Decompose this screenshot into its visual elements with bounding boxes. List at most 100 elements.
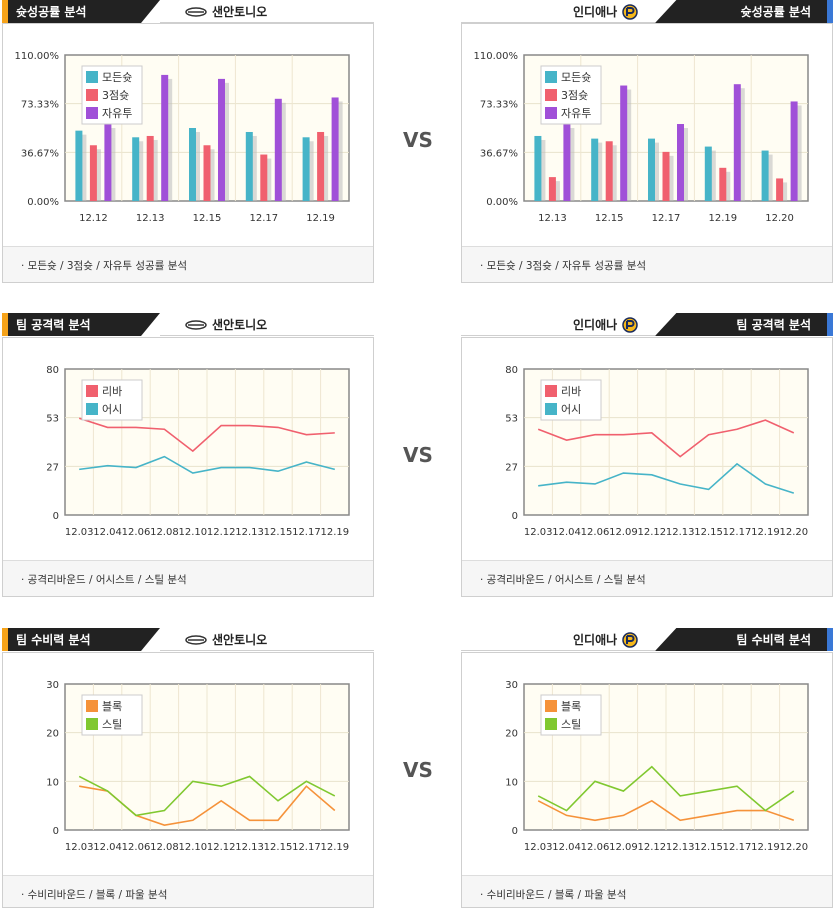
y-tick-label: 20 <box>46 729 59 740</box>
bar-shadow <box>165 78 173 201</box>
bar <box>75 130 83 201</box>
legend-label: 자유투 <box>561 107 591 120</box>
bar <box>274 98 282 201</box>
bar-shadow <box>150 139 158 201</box>
x-tick-label: 12.15 <box>264 527 293 538</box>
spurs-logo-icon <box>185 6 207 17</box>
y-tick-label: 73.33% <box>480 100 518 111</box>
x-tick-label: 12.17 <box>652 213 681 224</box>
section-header: 슛성공률 분석 샌안토니오 <box>2 0 374 23</box>
y-tick-label: 73.33% <box>21 100 59 111</box>
team-label: 인디애나 <box>573 316 638 333</box>
x-tick-label: 12.13 <box>666 527 695 538</box>
team-name: 샌안토니오 <box>212 633 268 647</box>
x-tick-label: 12.04 <box>552 527 581 538</box>
bar <box>719 167 727 201</box>
bar <box>317 131 325 201</box>
chart-footer: · 수비리바운드 / 블록 / 파울 분석 <box>462 875 832 907</box>
legend-label: 모든슛 <box>561 71 591 84</box>
legend-label: 스틸 <box>102 718 122 731</box>
bar <box>161 74 169 201</box>
bar-chart-spurs-shooting: 0.00% 36.67% 73.33% 110.00% 12.12 12.13 12.15 1… <box>15 51 350 224</box>
spurs-logo-icon <box>185 634 207 645</box>
bar <box>733 84 741 201</box>
footer-text: · 공격리바운드 / 어시스트 / 스틸 분석 <box>480 574 646 586</box>
footer-text: · 모든슛 / 3점슛 / 자유투 성공률 분석 <box>21 260 188 272</box>
x-tick-label: 12.06 <box>581 842 610 853</box>
bar-shadow <box>652 142 659 201</box>
team-name: 샌안토니오 <box>212 318 268 332</box>
y-tick-label: 36.67% <box>21 148 59 159</box>
vs-label: VS <box>403 128 433 152</box>
y-tick-label: 27 <box>505 462 518 473</box>
bar <box>548 177 556 201</box>
x-tick-label: 12.20 <box>779 527 808 538</box>
team-label: 샌안토니오 <box>185 631 267 648</box>
header-accent <box>827 0 833 23</box>
team-label: 인디애나 <box>573 631 638 648</box>
header-line <box>461 22 655 23</box>
chart-box: 0 27 53 80 12.03 12.04 12.06 12.09 12.12 12.13 12.… <box>461 337 833 597</box>
x-tick-label: 12.15 <box>694 842 723 853</box>
legend-swatch <box>86 107 98 119</box>
x-tick-label: 12.03 <box>524 842 553 853</box>
header-line <box>160 650 374 651</box>
bar-shadow <box>538 139 546 201</box>
legend-label: 자유투 <box>102 107 132 120</box>
x-tick-label: 12.15 <box>694 527 723 538</box>
bar <box>620 85 628 201</box>
bar-shadow <box>765 154 773 201</box>
bar <box>218 78 225 201</box>
y-tick-label: 53 <box>505 414 518 425</box>
bar-shadow <box>723 171 731 201</box>
chart-footer: · 공격리바운드 / 어시스트 / 스틸 분석 <box>3 560 373 596</box>
x-tick-label: 12.17 <box>292 527 321 538</box>
y-tick-label: 36.67% <box>480 148 518 159</box>
header-line <box>461 650 655 651</box>
series-line <box>537 799 795 822</box>
bar <box>761 150 769 201</box>
x-tick-label: 12.12 <box>207 527 236 538</box>
x-tick-label: 12.04 <box>93 527 122 538</box>
series-line <box>537 419 795 458</box>
x-tick-label: 12.19 <box>751 842 780 853</box>
bar-shadow <box>595 142 603 201</box>
x-tick-label: 12.06 <box>122 527 151 538</box>
legend-label: 모든슛 <box>102 71 132 84</box>
chart-box: 0 10 20 30 12.03 12.04 12.06 12.09 12.12 12.13 12.… <box>461 652 833 908</box>
bar <box>605 141 613 201</box>
section-title: 팀 공격력 분석 <box>736 318 811 332</box>
x-tick-label: 12.19 <box>751 527 780 538</box>
header-accent <box>2 628 8 651</box>
header-accent <box>2 313 8 336</box>
bar <box>132 137 140 201</box>
x-tick-label: 12.12 <box>637 842 666 853</box>
bar <box>648 138 655 201</box>
bar <box>245 131 253 201</box>
x-tick-label: 12.20 <box>765 213 794 224</box>
x-tick-label: 12.09 <box>609 527 638 538</box>
y-tick-label: 0 <box>53 511 59 522</box>
y-tick-label: 53 <box>46 414 59 425</box>
header-accent <box>827 313 833 336</box>
header-bar <box>2 313 160 336</box>
series-line <box>78 417 335 453</box>
bar-shadow <box>264 158 272 201</box>
x-tick-label: 12.19 <box>320 527 349 538</box>
chart-footer: · 수비리바운드 / 블록 / 파울 분석 <box>3 875 373 907</box>
bar-shadow <box>278 102 286 201</box>
legend-swatch <box>545 385 557 397</box>
x-tick-label: 12.13 <box>538 213 567 224</box>
bar <box>302 137 310 201</box>
x-tick-label: 12.19 <box>320 842 349 853</box>
y-tick-label: 10 <box>46 777 59 788</box>
header-bar <box>655 628 833 651</box>
legend-swatch <box>545 71 557 83</box>
section-header: 팀 공격력 분석 샌안토니오 <box>2 313 374 336</box>
pacers-logo-icon <box>622 631 638 648</box>
section-header: 슛성공률 분석 인디애나 <box>461 0 833 23</box>
bar-shadow <box>321 135 329 201</box>
bar-shadow <box>93 149 101 201</box>
team-label: 샌안토니오 <box>185 316 267 333</box>
